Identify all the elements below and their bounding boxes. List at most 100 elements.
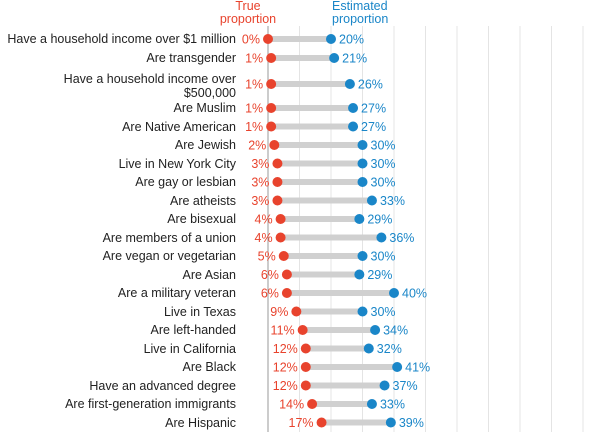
true-label: 12% [273, 360, 298, 374]
category-label: Live in Texas [163, 304, 236, 319]
category-label: Are Hispanic [165, 415, 236, 430]
true-dot [272, 177, 283, 187]
true-dot [266, 79, 277, 89]
true-label: 12% [273, 379, 298, 393]
legend-true: True proportion [219, 0, 277, 26]
true-label: 17% [289, 416, 314, 430]
estimated-label: 41% [405, 360, 430, 374]
estimated-dot [348, 121, 359, 132]
estimated-dot [357, 251, 368, 261]
true-dot [266, 121, 277, 132]
estimated-label: 26% [358, 77, 383, 91]
true-dot [278, 251, 289, 261]
category-label: Live in California [143, 341, 236, 356]
category-label: Are members of a union [102, 230, 236, 245]
estimated-dot [389, 288, 399, 298]
estimated-dot [366, 399, 377, 409]
true-dot [269, 140, 280, 150]
category-label: Live in New York City [118, 156, 236, 171]
category-label: Are Muslim [173, 101, 236, 115]
true-dot [281, 288, 292, 298]
estimated-dot [385, 417, 396, 428]
category-label: Are first-generation immigrants [65, 397, 236, 411]
category-label: Are Black [182, 360, 237, 374]
true-label: 0% [242, 32, 260, 46]
true-label: 1% [245, 51, 263, 65]
category-label: Are gay or lesbian [135, 175, 236, 189]
estimated-dot [376, 232, 387, 243]
estimated-dot [348, 103, 359, 113]
estimated-label: 29% [367, 212, 392, 226]
true-dot [272, 195, 283, 206]
estimated-label: 40% [402, 286, 427, 300]
estimated-dot [344, 79, 355, 89]
category-label: Are atheists [169, 193, 236, 208]
estimated-label: 33% [380, 397, 405, 411]
true-label: 12% [273, 342, 298, 356]
true-label: 2% [248, 138, 266, 152]
true-dot [300, 362, 311, 372]
estimated-dot [329, 53, 340, 63]
legend-estimated: Estimated proportion [332, 0, 389, 26]
category-label: Are a military veteran [117, 286, 236, 300]
true-label: 4% [255, 212, 273, 226]
estimated-dot [357, 140, 368, 150]
true-dot [281, 269, 292, 280]
estimated-label: 30% [371, 175, 396, 189]
estimated-label: 30% [371, 138, 396, 152]
estimated-label: 29% [367, 268, 392, 282]
true-dot [297, 325, 308, 335]
category-label: Have a household income over $500,000 [63, 72, 236, 100]
estimated-label: 30% [371, 249, 396, 263]
estimated-dot [392, 362, 403, 372]
true-label: 1% [245, 101, 263, 115]
estimated-label: 27% [361, 101, 386, 115]
category-label: Have an advanced degree [89, 378, 236, 393]
true-label: 9% [270, 305, 288, 319]
true-dot [300, 380, 311, 391]
category-label: Are left-handed [150, 323, 236, 337]
true-dot [316, 417, 327, 428]
estimated-dot [354, 269, 365, 280]
estimated-dot [357, 177, 368, 187]
estimated-dot [354, 214, 365, 224]
estimated-label: 36% [389, 231, 414, 245]
estimated-dot [379, 380, 390, 391]
true-label: 4% [255, 231, 273, 245]
category-label: Are bisexual [167, 212, 236, 226]
true-dot [266, 103, 277, 113]
estimated-dot [370, 325, 381, 335]
true-label: 11% [271, 323, 295, 337]
true-label: 1% [245, 120, 263, 134]
true-dot [266, 53, 277, 63]
estimated-dot [366, 195, 377, 206]
estimated-label: 34% [383, 323, 408, 337]
estimated-label: 21% [342, 51, 367, 65]
true-dot [291, 306, 302, 317]
category-label: Are Native American [122, 119, 236, 134]
estimated-label: 32% [377, 342, 402, 356]
true-dot [275, 232, 286, 243]
estimated-label: 39% [399, 416, 424, 430]
true-dot [275, 214, 286, 224]
category-label: Are Asian [182, 267, 236, 282]
estimated-label: 37% [393, 379, 418, 393]
true-label: 1% [245, 77, 263, 91]
category-label: Are vegan or vegetarian [102, 249, 236, 263]
estimated-dot [363, 343, 374, 354]
estimated-dot [357, 306, 368, 317]
estimated-label: 20% [339, 32, 364, 46]
category-label: Are transgender [146, 51, 236, 65]
true-label: 3% [251, 194, 269, 208]
true-dot [263, 34, 273, 44]
estimated-dot [357, 158, 368, 169]
true-dot [307, 399, 318, 409]
category-label: Have a household income over $1 million [7, 32, 236, 46]
true-label: 3% [251, 157, 269, 171]
true-dot [272, 158, 283, 169]
true-label: 3% [251, 175, 269, 189]
true-label: 14% [279, 397, 304, 411]
estimated-label: 27% [361, 120, 386, 134]
estimated-label: 33% [380, 194, 405, 208]
